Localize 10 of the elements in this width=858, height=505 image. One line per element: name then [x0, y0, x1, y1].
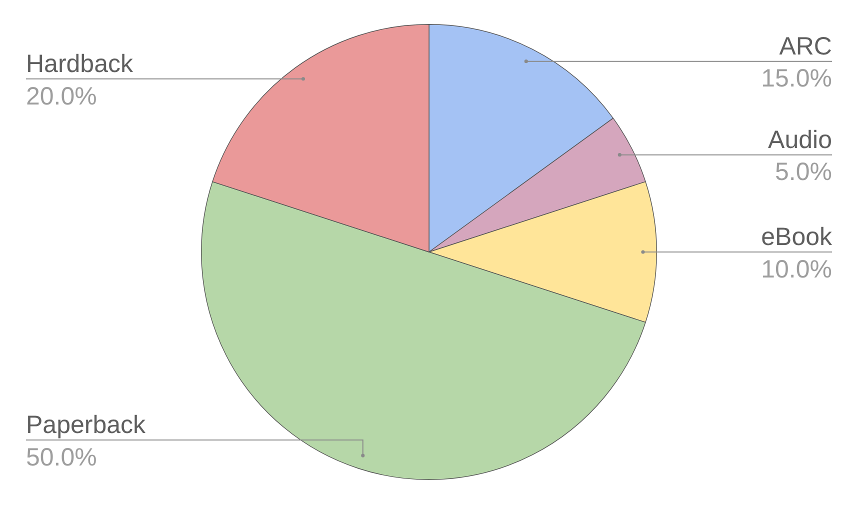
slice-label: Hardback: [26, 50, 134, 78]
slice-label: Audio: [768, 126, 832, 154]
slice-label: ARC: [779, 32, 832, 60]
data-label: 5.0%: [775, 158, 832, 186]
slice-label: Paperback: [26, 411, 146, 439]
data-label: 50.0%: [26, 443, 97, 472]
data-label: 10.0%: [761, 255, 832, 284]
slice-label: eBook: [761, 223, 832, 251]
data-label: 20.0%: [26, 82, 97, 110]
data-label: 15.0%: [761, 64, 832, 93]
